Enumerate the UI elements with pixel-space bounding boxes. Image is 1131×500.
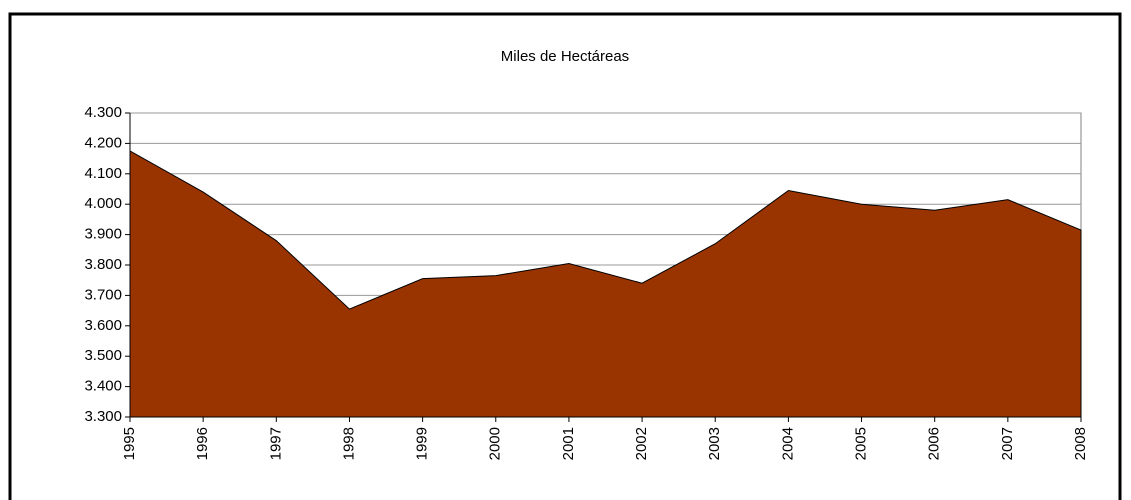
y-tick-label: 4.200 bbox=[84, 134, 122, 151]
x-tick-label: 2003 bbox=[706, 427, 723, 460]
x-tick-label: 1996 bbox=[194, 427, 211, 460]
area bbox=[129, 150, 1082, 418]
x-tick-label: 2004 bbox=[779, 427, 796, 460]
y-tick-label: 4.100 bbox=[84, 165, 122, 182]
x-tick-label: 2007 bbox=[999, 427, 1016, 460]
x-tick-label: 2006 bbox=[926, 427, 943, 460]
x-tick-label: 2000 bbox=[487, 427, 504, 460]
y-tick-label: 3.800 bbox=[84, 256, 122, 273]
y-tick-label: 3.700 bbox=[84, 286, 122, 303]
y-tick-label: 3.400 bbox=[84, 378, 122, 395]
x-tick-label: 2001 bbox=[560, 427, 577, 460]
x-tick-label: 1998 bbox=[340, 427, 357, 460]
x-tick-label: 1995 bbox=[121, 427, 138, 460]
x-tick-label: 1997 bbox=[267, 427, 284, 460]
x-tick-label: 1999 bbox=[414, 427, 431, 460]
x-tick-label: 2008 bbox=[1072, 427, 1089, 460]
y-tick-label: 3.500 bbox=[84, 347, 122, 364]
y-tick-label: 3.300 bbox=[84, 408, 122, 425]
y-tick-label: 4.300 bbox=[84, 104, 122, 121]
chart-title: Miles de Hectáreas bbox=[501, 48, 629, 65]
y-tick-label: 4.000 bbox=[84, 195, 122, 212]
y-tick-label: 3.900 bbox=[84, 226, 122, 243]
x-tick-label: 2005 bbox=[853, 427, 870, 460]
x-tick-label: 2002 bbox=[633, 427, 650, 460]
y-tick-label: 3.600 bbox=[84, 317, 122, 334]
